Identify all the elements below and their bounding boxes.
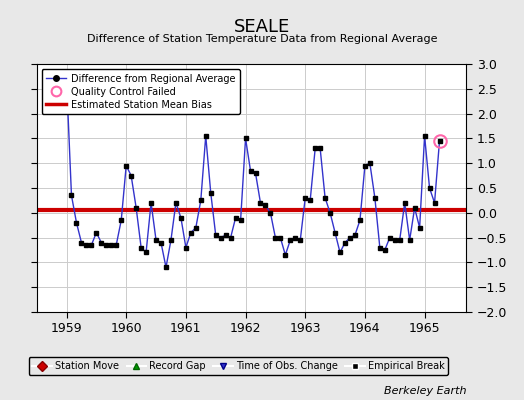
Legend: Difference from Regional Average, Quality Control Failed, Estimated Station Mean: Difference from Regional Average, Qualit…: [41, 69, 240, 114]
Text: SEALE: SEALE: [234, 18, 290, 36]
Text: Difference of Station Temperature Data from Regional Average: Difference of Station Temperature Data f…: [87, 34, 437, 44]
Legend: Station Move, Record Gap, Time of Obs. Change, Empirical Break: Station Move, Record Gap, Time of Obs. C…: [28, 357, 449, 375]
Text: Berkeley Earth: Berkeley Earth: [384, 386, 466, 396]
